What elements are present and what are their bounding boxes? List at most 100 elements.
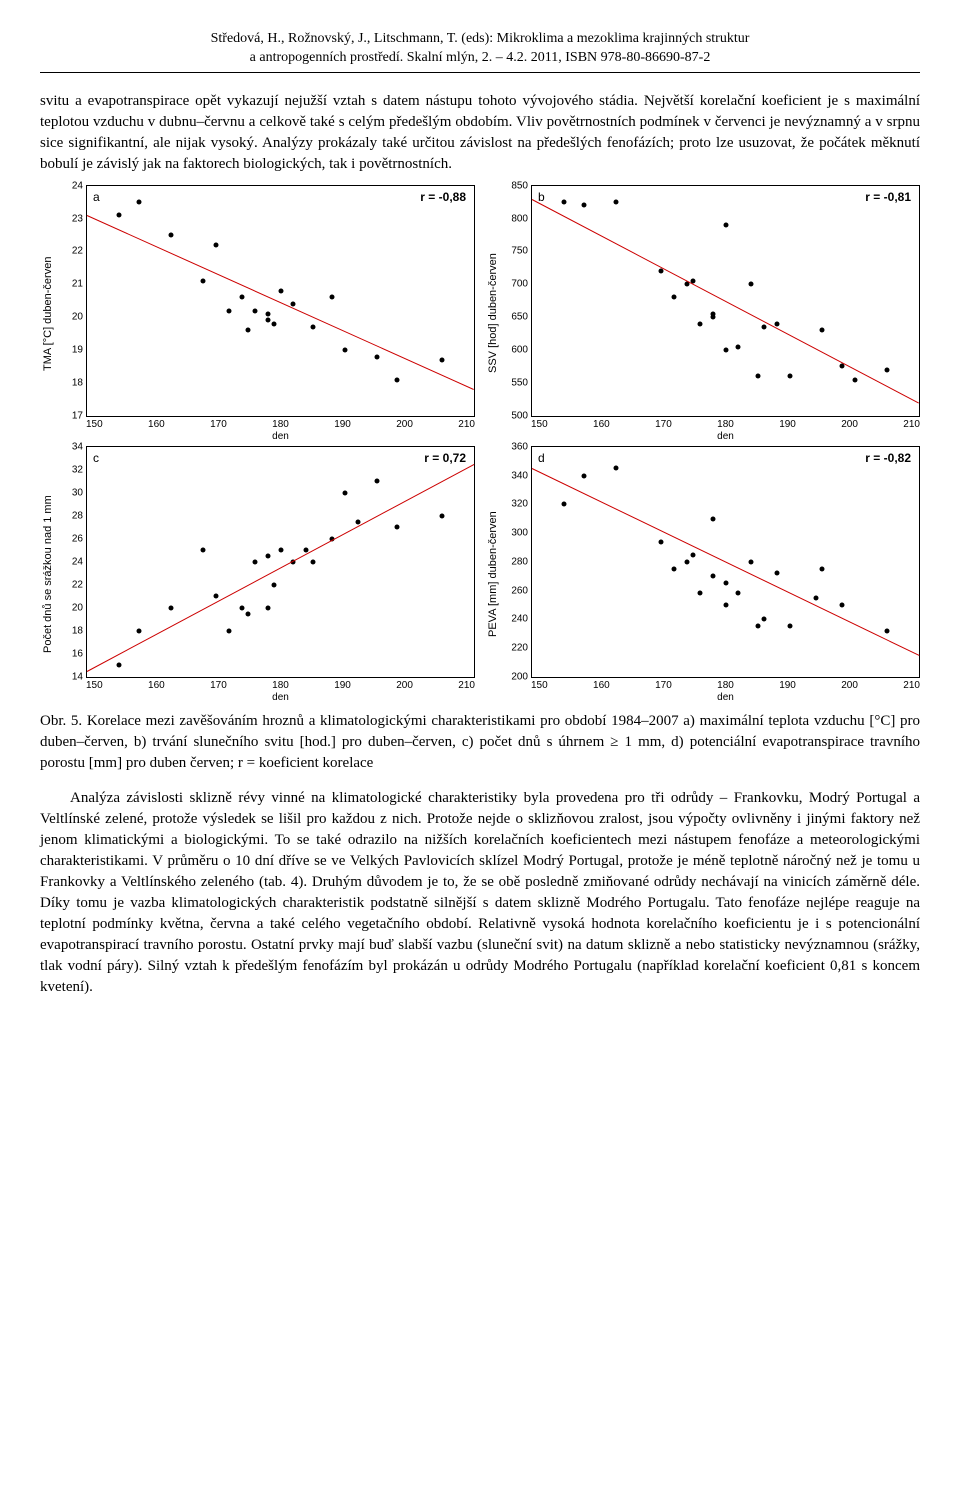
chart-a-yticks: 1718192021222324 xyxy=(57,186,85,416)
data-point xyxy=(136,200,141,205)
data-point xyxy=(775,321,780,326)
ytick-label: 750 xyxy=(511,246,528,257)
ytick-label: 850 xyxy=(511,180,528,191)
trend-line xyxy=(532,468,919,656)
data-point xyxy=(658,539,663,544)
data-point xyxy=(291,302,296,307)
data-point xyxy=(265,311,270,316)
data-point xyxy=(723,223,728,228)
data-point xyxy=(762,325,767,330)
chart-d-plot: d r = -0,82 200220240260280300320340360 xyxy=(531,446,920,678)
xtick-label: 180 xyxy=(272,680,289,691)
chart-a-xaxis: 150160170180190200210 xyxy=(86,417,475,430)
data-point xyxy=(252,308,257,313)
chart-b-xlabel: den xyxy=(531,431,920,442)
xtick-label: 170 xyxy=(210,419,227,430)
xtick-label: 160 xyxy=(593,680,610,691)
xtick-label: 150 xyxy=(86,680,103,691)
ytick-label: 17 xyxy=(72,410,83,421)
data-point xyxy=(265,605,270,610)
data-point xyxy=(342,348,347,353)
chart-a-ylabel: TMA [°C] duben-červen xyxy=(40,185,56,442)
data-point xyxy=(439,513,444,518)
ytick-label: 18 xyxy=(72,625,83,636)
data-point xyxy=(394,525,399,530)
ytick-label: 28 xyxy=(72,510,83,521)
ytick-label: 260 xyxy=(511,585,528,596)
ytick-label: 14 xyxy=(72,671,83,682)
chart-a-plot: a r = -0,88 1718192021222324 xyxy=(86,185,475,417)
xtick-label: 190 xyxy=(779,680,796,691)
data-point xyxy=(310,559,315,564)
data-point xyxy=(213,594,218,599)
chart-c-r: r = 0,72 xyxy=(424,451,466,465)
xtick-label: 180 xyxy=(717,680,734,691)
chart-c-yticks: 1416182022242628303234 xyxy=(57,447,85,677)
ytick-label: 19 xyxy=(72,345,83,356)
data-point xyxy=(581,473,586,478)
xtick-label: 170 xyxy=(655,419,672,430)
data-point xyxy=(310,325,315,330)
ytick-label: 16 xyxy=(72,648,83,659)
data-point xyxy=(439,357,444,362)
chart-c-xlabel: den xyxy=(86,692,475,703)
data-point xyxy=(691,552,696,557)
chart-d: PEVA [mm] duben-červen d r = -0,82 20022… xyxy=(485,446,920,703)
data-point xyxy=(272,582,277,587)
data-point xyxy=(820,566,825,571)
data-point xyxy=(226,308,231,313)
xtick-label: 210 xyxy=(903,680,920,691)
data-point xyxy=(723,602,728,607)
data-point xyxy=(581,203,586,208)
data-point xyxy=(697,321,702,326)
data-point xyxy=(820,328,825,333)
chart-d-xaxis: 150160170180190200210 xyxy=(531,678,920,691)
ytick-label: 22 xyxy=(72,246,83,257)
data-point xyxy=(684,559,689,564)
data-point xyxy=(749,282,754,287)
data-point xyxy=(787,374,792,379)
xtick-label: 190 xyxy=(334,419,351,430)
data-point xyxy=(168,605,173,610)
xtick-label: 180 xyxy=(717,419,734,430)
data-point xyxy=(342,490,347,495)
xtick-label: 200 xyxy=(396,680,413,691)
chart-a-xlabel: den xyxy=(86,431,475,442)
chart-d-r: r = -0,82 xyxy=(865,451,911,465)
ytick-label: 320 xyxy=(511,499,528,510)
xtick-label: 150 xyxy=(86,419,103,430)
xtick-label: 200 xyxy=(841,680,858,691)
ytick-label: 20 xyxy=(72,602,83,613)
ytick-label: 800 xyxy=(511,213,528,224)
ytick-label: 220 xyxy=(511,643,528,654)
data-point xyxy=(723,581,728,586)
xtick-label: 160 xyxy=(148,680,165,691)
data-point xyxy=(710,574,715,579)
data-point xyxy=(226,628,231,633)
ytick-label: 700 xyxy=(511,279,528,290)
chart-a-r: r = -0,88 xyxy=(420,190,466,204)
data-point xyxy=(839,364,844,369)
ytick-label: 240 xyxy=(511,614,528,625)
data-point xyxy=(246,611,251,616)
header-line1: Středová, H., Rožnovský, J., Litschmann,… xyxy=(211,31,750,46)
ytick-label: 18 xyxy=(72,377,83,388)
data-point xyxy=(330,295,335,300)
data-point xyxy=(168,233,173,238)
ytick-label: 500 xyxy=(511,410,528,421)
data-point xyxy=(658,269,663,274)
ytick-label: 32 xyxy=(72,464,83,475)
xtick-label: 160 xyxy=(593,419,610,430)
data-point xyxy=(755,374,760,379)
chart-b: SSV [hod] duben-červen b r = -0,81 50055… xyxy=(485,185,920,442)
data-point xyxy=(278,288,283,293)
data-point xyxy=(710,516,715,521)
data-point xyxy=(213,242,218,247)
chart-c-ylabel: Počet dnů se srážkou nad 1 mm xyxy=(40,446,56,703)
data-point xyxy=(723,348,728,353)
data-point xyxy=(265,554,270,559)
charts-grid: TMA [°C] duben-červen a r = -0,88 171819… xyxy=(40,185,920,703)
ytick-label: 34 xyxy=(72,441,83,452)
data-point xyxy=(884,367,889,372)
ytick-label: 26 xyxy=(72,533,83,544)
